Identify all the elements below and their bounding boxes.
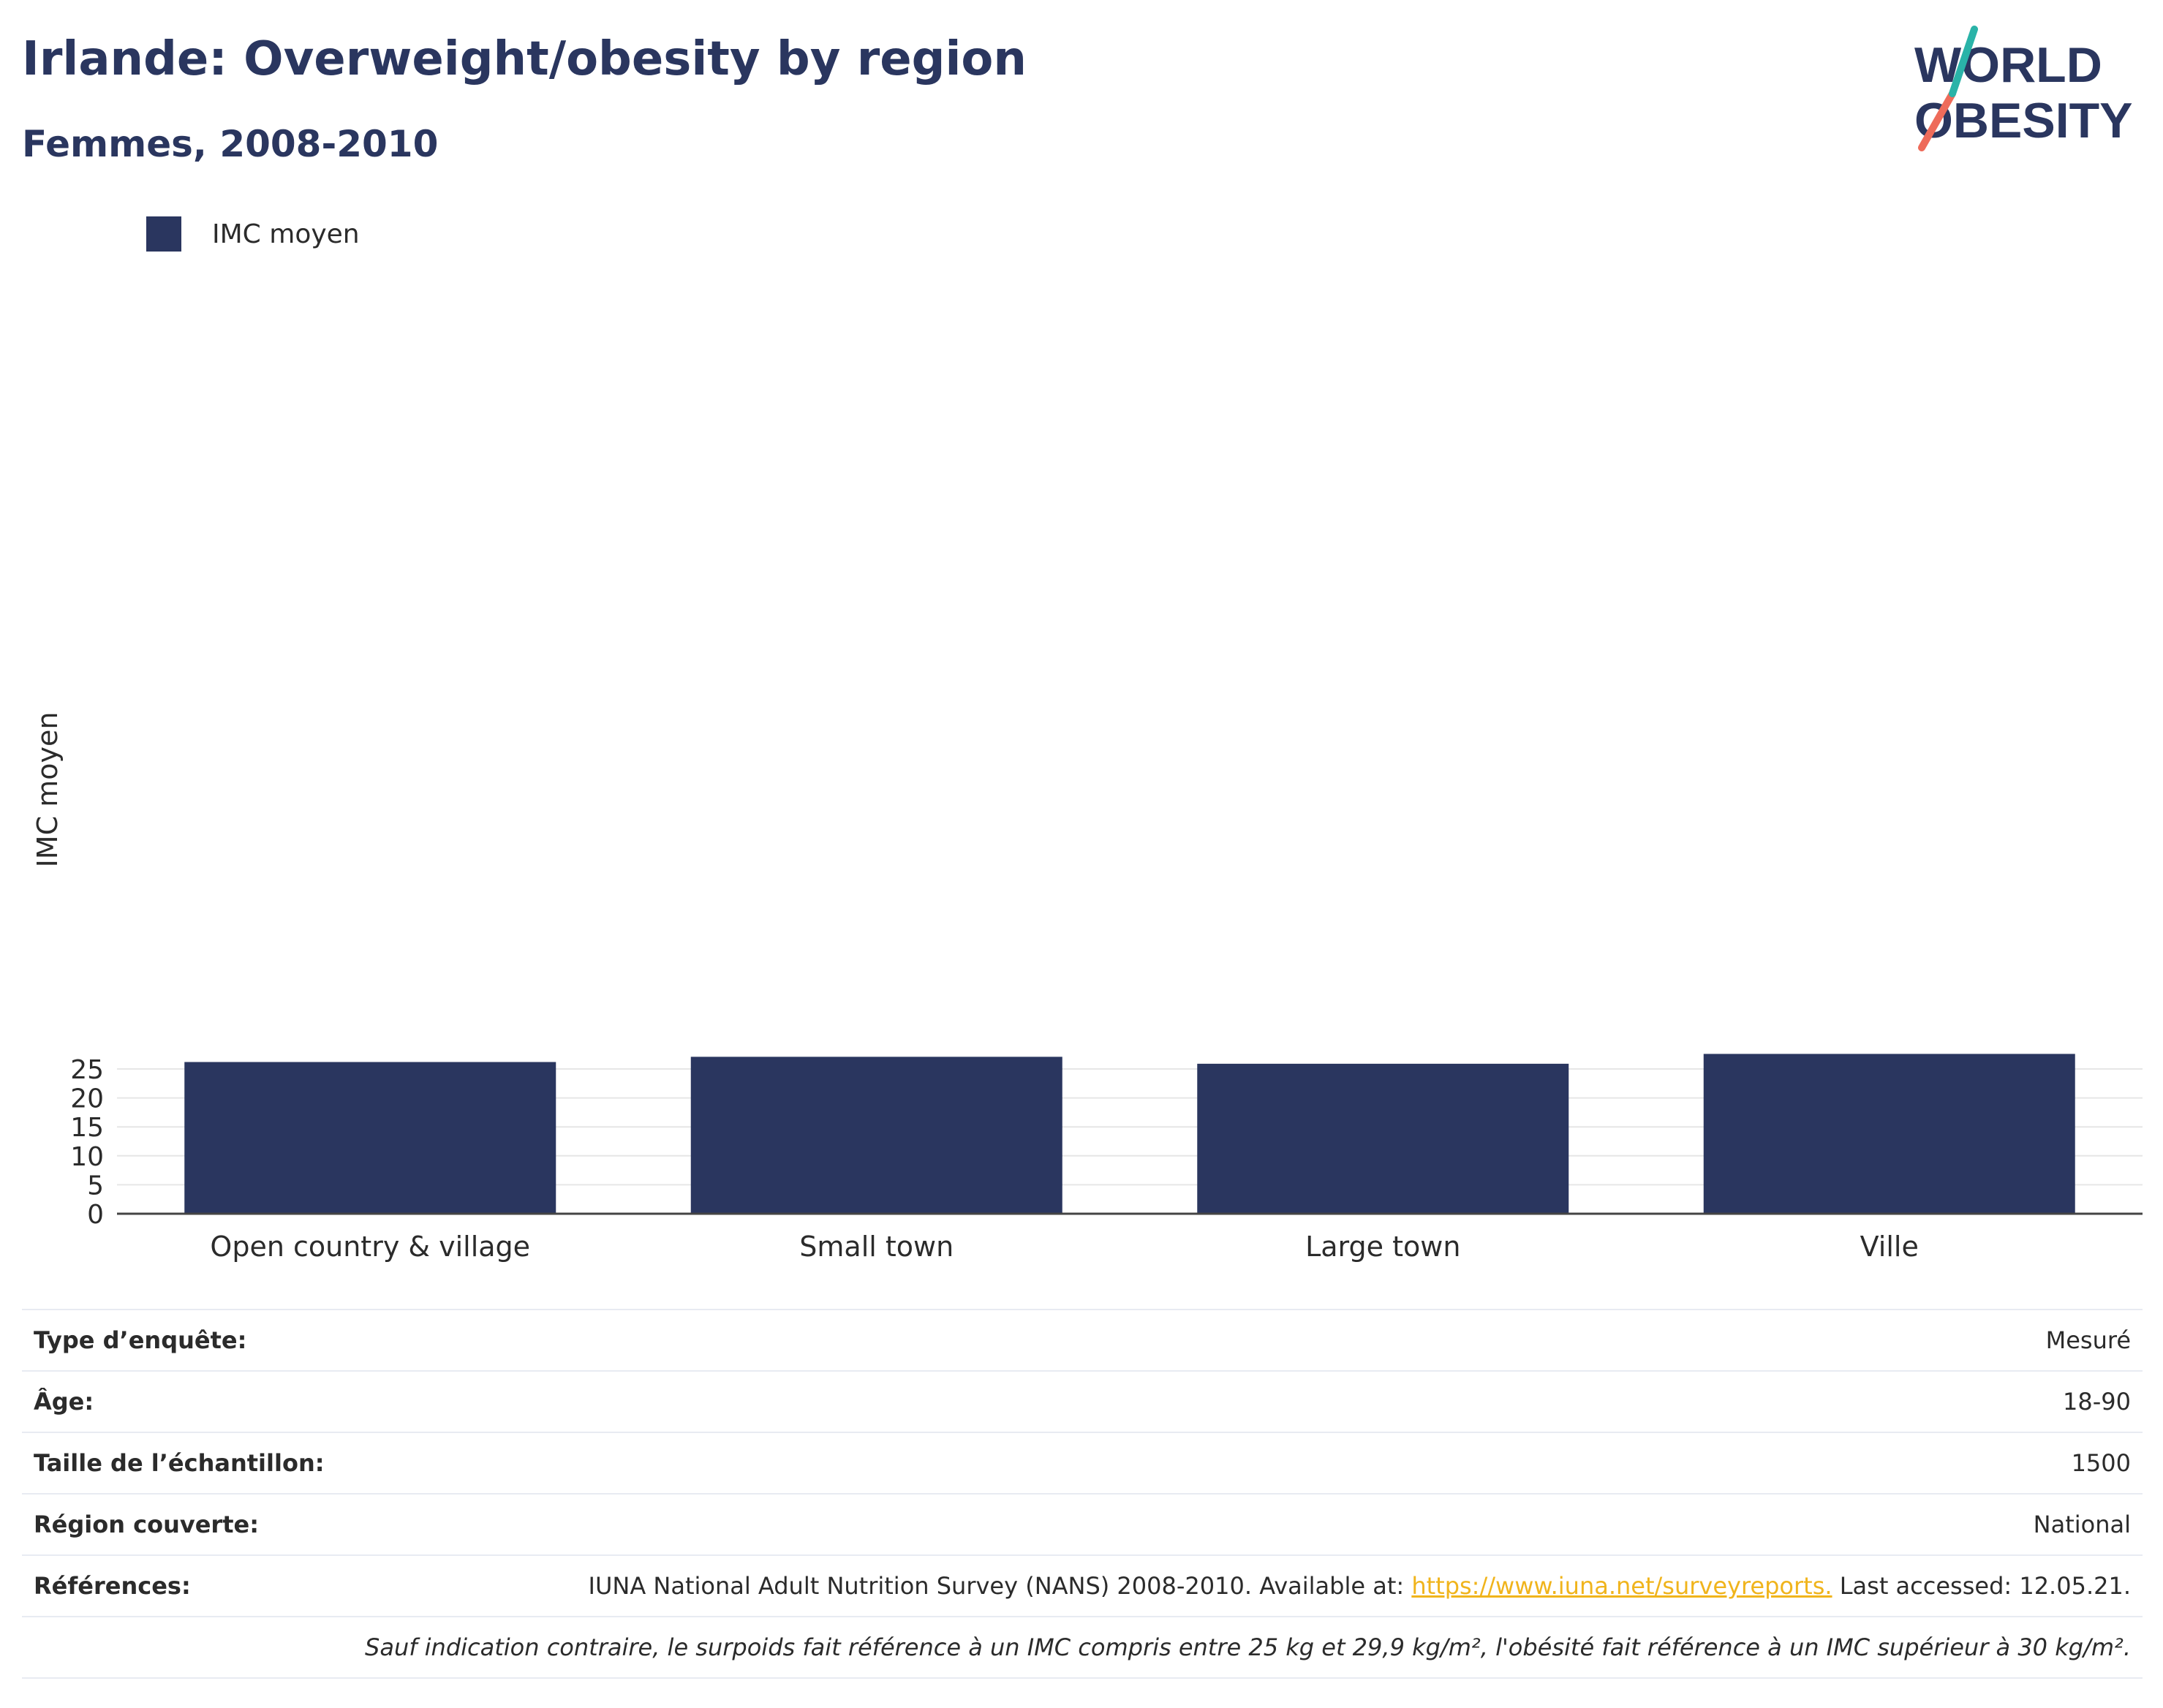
legend-label: IMC moyen	[212, 219, 360, 249]
y-axis-label: IMC moyen	[31, 712, 64, 868]
references-text: IUNA National Adult Nutrition Survey (NA…	[589, 1572, 2131, 1600]
logo-line1: WORLD	[1914, 37, 2102, 93]
info-row-note: Sauf indication contraire, le surpoids f…	[22, 1616, 2143, 1679]
info-label: Région couverte:	[34, 1511, 259, 1538]
references-link[interactable]: https://www.iuna.net/surveyreports.	[1411, 1572, 1832, 1600]
info-label: Références:	[34, 1572, 191, 1600]
y-tick-label: 15	[70, 1113, 104, 1143]
info-table: Type d’enquête: Mesuré Âge: 18-90 Taille…	[22, 1309, 2143, 1679]
x-tick-label: Ville	[1860, 1231, 1919, 1263]
definition-note: Sauf indication contraire, le surpoids f…	[365, 1633, 2131, 1661]
info-row-survey-type: Type d’enquête: Mesuré	[22, 1309, 2143, 1370]
x-tick-label: Small town	[799, 1231, 954, 1263]
y-tick-label: 25	[70, 1055, 104, 1085]
bar-3	[1197, 1063, 1569, 1214]
x-tick-label: Open country & village	[210, 1231, 530, 1263]
info-value: National	[2033, 1511, 2131, 1538]
y-tick-label: 0	[87, 1200, 104, 1230]
info-label: Âge:	[34, 1388, 94, 1416]
info-label: Taille de l’échantillon:	[34, 1449, 325, 1477]
info-row-age: Âge: 18-90	[22, 1370, 2143, 1432]
info-label: Type d’enquête:	[34, 1326, 247, 1354]
bar-2	[690, 1057, 1062, 1214]
x-tick-label: Large town	[1305, 1231, 1460, 1263]
bar-1	[184, 1062, 556, 1214]
bar-4	[1703, 1054, 2075, 1214]
page-subtitle: Femmes, 2008-2010	[22, 123, 439, 165]
y-tick-label: 5	[87, 1171, 104, 1201]
world-obesity-logo: WORLD OBESITY	[1914, 26, 2133, 151]
references-before: IUNA National Adult Nutrition Survey (NA…	[588, 1572, 1412, 1600]
page-title: Irlande: Overweight/obesity by region	[22, 32, 1027, 86]
info-row-references: Références: IUNA National Adult Nutritio…	[22, 1554, 2143, 1616]
chart-legend: IMC moyen	[146, 216, 360, 252]
info-value: 18-90	[2063, 1388, 2131, 1416]
x-tick-labels: Open country & village Small town Large to…	[210, 1231, 1918, 1263]
references-after: Last accessed: 12.05.21.	[1832, 1572, 2131, 1600]
info-row-region: Région couverte: National	[22, 1493, 2143, 1554]
y-tick-label: 20	[70, 1084, 104, 1114]
info-value: 1500	[2071, 1449, 2131, 1477]
legend-swatch	[146, 216, 181, 252]
info-row-sample-size: Taille de l’échantillon: 1500	[22, 1432, 2143, 1493]
info-value: Mesuré	[2045, 1326, 2131, 1354]
bars	[184, 1054, 2075, 1214]
y-tick-label: 10	[70, 1142, 104, 1172]
